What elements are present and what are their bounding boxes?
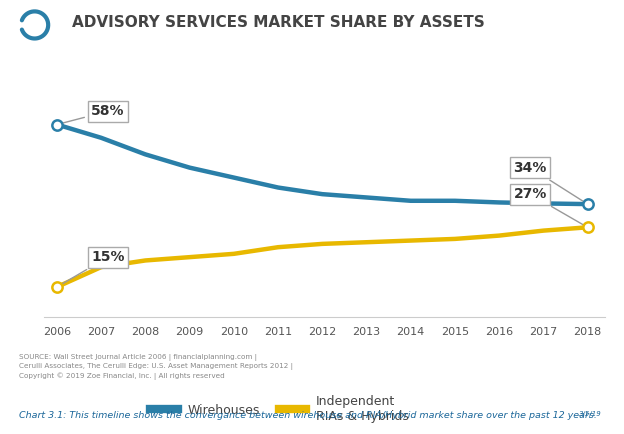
Text: 15%: 15%	[59, 250, 125, 286]
Legend: Wirehouses, Independent
RIAs & Hybrids: Wirehouses, Independent RIAs & Hybrids	[145, 390, 414, 428]
Point	[583, 224, 593, 231]
Text: ADVISORY SERVICES MARKET SHARE BY ASSETS: ADVISORY SERVICES MARKET SHARE BY ASSETS	[72, 15, 484, 30]
Text: Chart 3.1: This timeline shows the convergance between wirehouse and RIA/Hybrid : Chart 3.1: This timeline shows the conve…	[19, 411, 597, 421]
Point	[583, 201, 593, 207]
Text: 27%: 27%	[514, 187, 585, 226]
Text: SOURCE: Wall Street Journal Article 2006 | financialplanning.com |
Cerulli Assoc: SOURCE: Wall Street Journal Article 2006…	[19, 354, 293, 380]
Point	[52, 283, 62, 290]
Point	[52, 121, 62, 128]
Text: 3/5/19: 3/5/19	[579, 411, 602, 418]
Text: 34%: 34%	[514, 161, 585, 203]
Text: 58%: 58%	[60, 104, 125, 124]
